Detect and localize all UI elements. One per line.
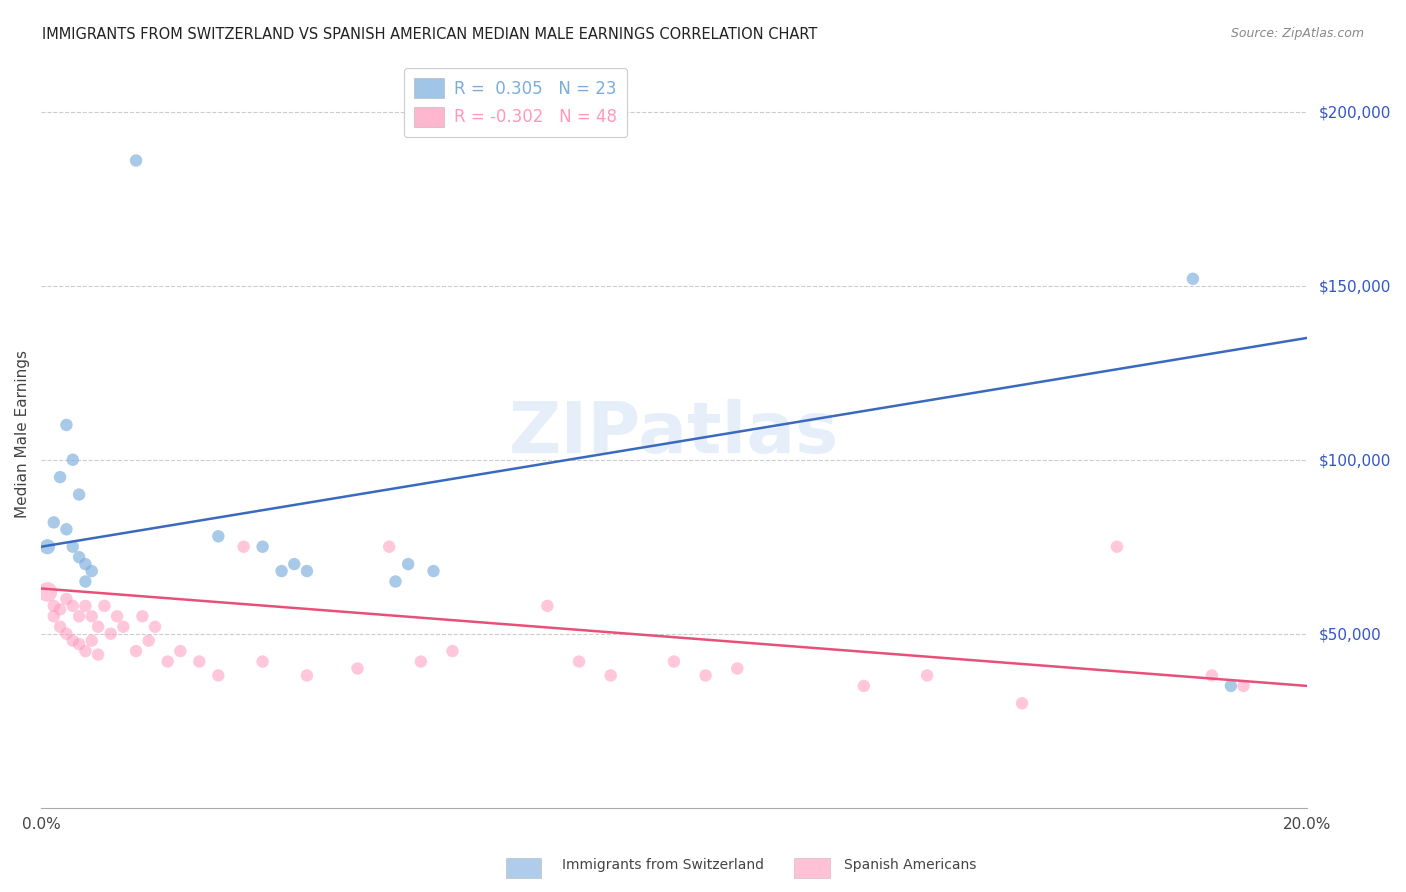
- Point: [62, 633, 84, 648]
- Point: [252, 655, 274, 669]
- Point: [49, 620, 72, 634]
- Point: [270, 564, 292, 578]
- Point: [42, 516, 65, 530]
- Point: [87, 620, 110, 634]
- Point: [49, 470, 72, 484]
- Point: [441, 644, 464, 658]
- Point: [1219, 679, 1241, 693]
- Point: [568, 655, 591, 669]
- Point: [207, 668, 229, 682]
- Point: [1181, 272, 1204, 286]
- Point: [42, 609, 65, 624]
- Point: [295, 668, 318, 682]
- Y-axis label: Median Male Earnings: Median Male Earnings: [15, 350, 30, 517]
- Point: [852, 679, 875, 693]
- Point: [295, 564, 318, 578]
- Point: [62, 599, 84, 613]
- Point: [252, 540, 274, 554]
- Point: [49, 602, 72, 616]
- Point: [67, 637, 90, 651]
- Point: [207, 529, 229, 543]
- Point: [599, 668, 621, 682]
- Point: [80, 609, 103, 624]
- Text: ZIPatlas: ZIPatlas: [509, 399, 839, 468]
- Point: [37, 540, 59, 554]
- Point: [725, 661, 748, 675]
- Point: [138, 633, 160, 648]
- Legend: R =  0.305   N = 23, R = -0.302   N = 48: R = 0.305 N = 23, R = -0.302 N = 48: [404, 68, 627, 137]
- Point: [67, 609, 90, 624]
- Point: [87, 648, 110, 662]
- Point: [62, 452, 84, 467]
- Text: Immigrants from Switzerland: Immigrants from Switzerland: [562, 858, 765, 872]
- Point: [536, 599, 558, 613]
- Point: [125, 644, 148, 658]
- Point: [67, 487, 90, 501]
- Point: [55, 522, 77, 536]
- Point: [75, 599, 97, 613]
- Point: [156, 655, 179, 669]
- Text: IMMIGRANTS FROM SWITZERLAND VS SPANISH AMERICAN MEDIAN MALE EARNINGS CORRELATION: IMMIGRANTS FROM SWITZERLAND VS SPANISH A…: [42, 27, 817, 42]
- Point: [409, 655, 432, 669]
- Point: [55, 417, 77, 432]
- Point: [283, 557, 305, 571]
- Point: [80, 633, 103, 648]
- Point: [80, 564, 103, 578]
- Point: [75, 557, 97, 571]
- Point: [396, 557, 419, 571]
- Point: [695, 668, 717, 682]
- Point: [55, 626, 77, 640]
- Point: [37, 585, 59, 599]
- Point: [346, 661, 368, 675]
- Point: [915, 668, 938, 682]
- Point: [55, 591, 77, 606]
- Point: [662, 655, 685, 669]
- Point: [62, 540, 84, 554]
- Text: Source: ZipAtlas.com: Source: ZipAtlas.com: [1230, 27, 1364, 40]
- Point: [100, 626, 122, 640]
- Point: [1105, 540, 1128, 554]
- Point: [1232, 679, 1254, 693]
- Point: [422, 564, 444, 578]
- Point: [131, 609, 153, 624]
- Point: [112, 620, 135, 634]
- Point: [125, 153, 148, 168]
- Point: [42, 599, 65, 613]
- Text: Spanish Americans: Spanish Americans: [844, 858, 976, 872]
- Point: [1201, 668, 1223, 682]
- Point: [169, 644, 191, 658]
- Point: [75, 644, 97, 658]
- Point: [188, 655, 211, 669]
- Point: [105, 609, 128, 624]
- Point: [378, 540, 401, 554]
- Point: [1011, 696, 1033, 710]
- Point: [93, 599, 115, 613]
- Point: [75, 574, 97, 589]
- Point: [232, 540, 254, 554]
- Point: [67, 550, 90, 565]
- Point: [384, 574, 406, 589]
- Point: [143, 620, 166, 634]
